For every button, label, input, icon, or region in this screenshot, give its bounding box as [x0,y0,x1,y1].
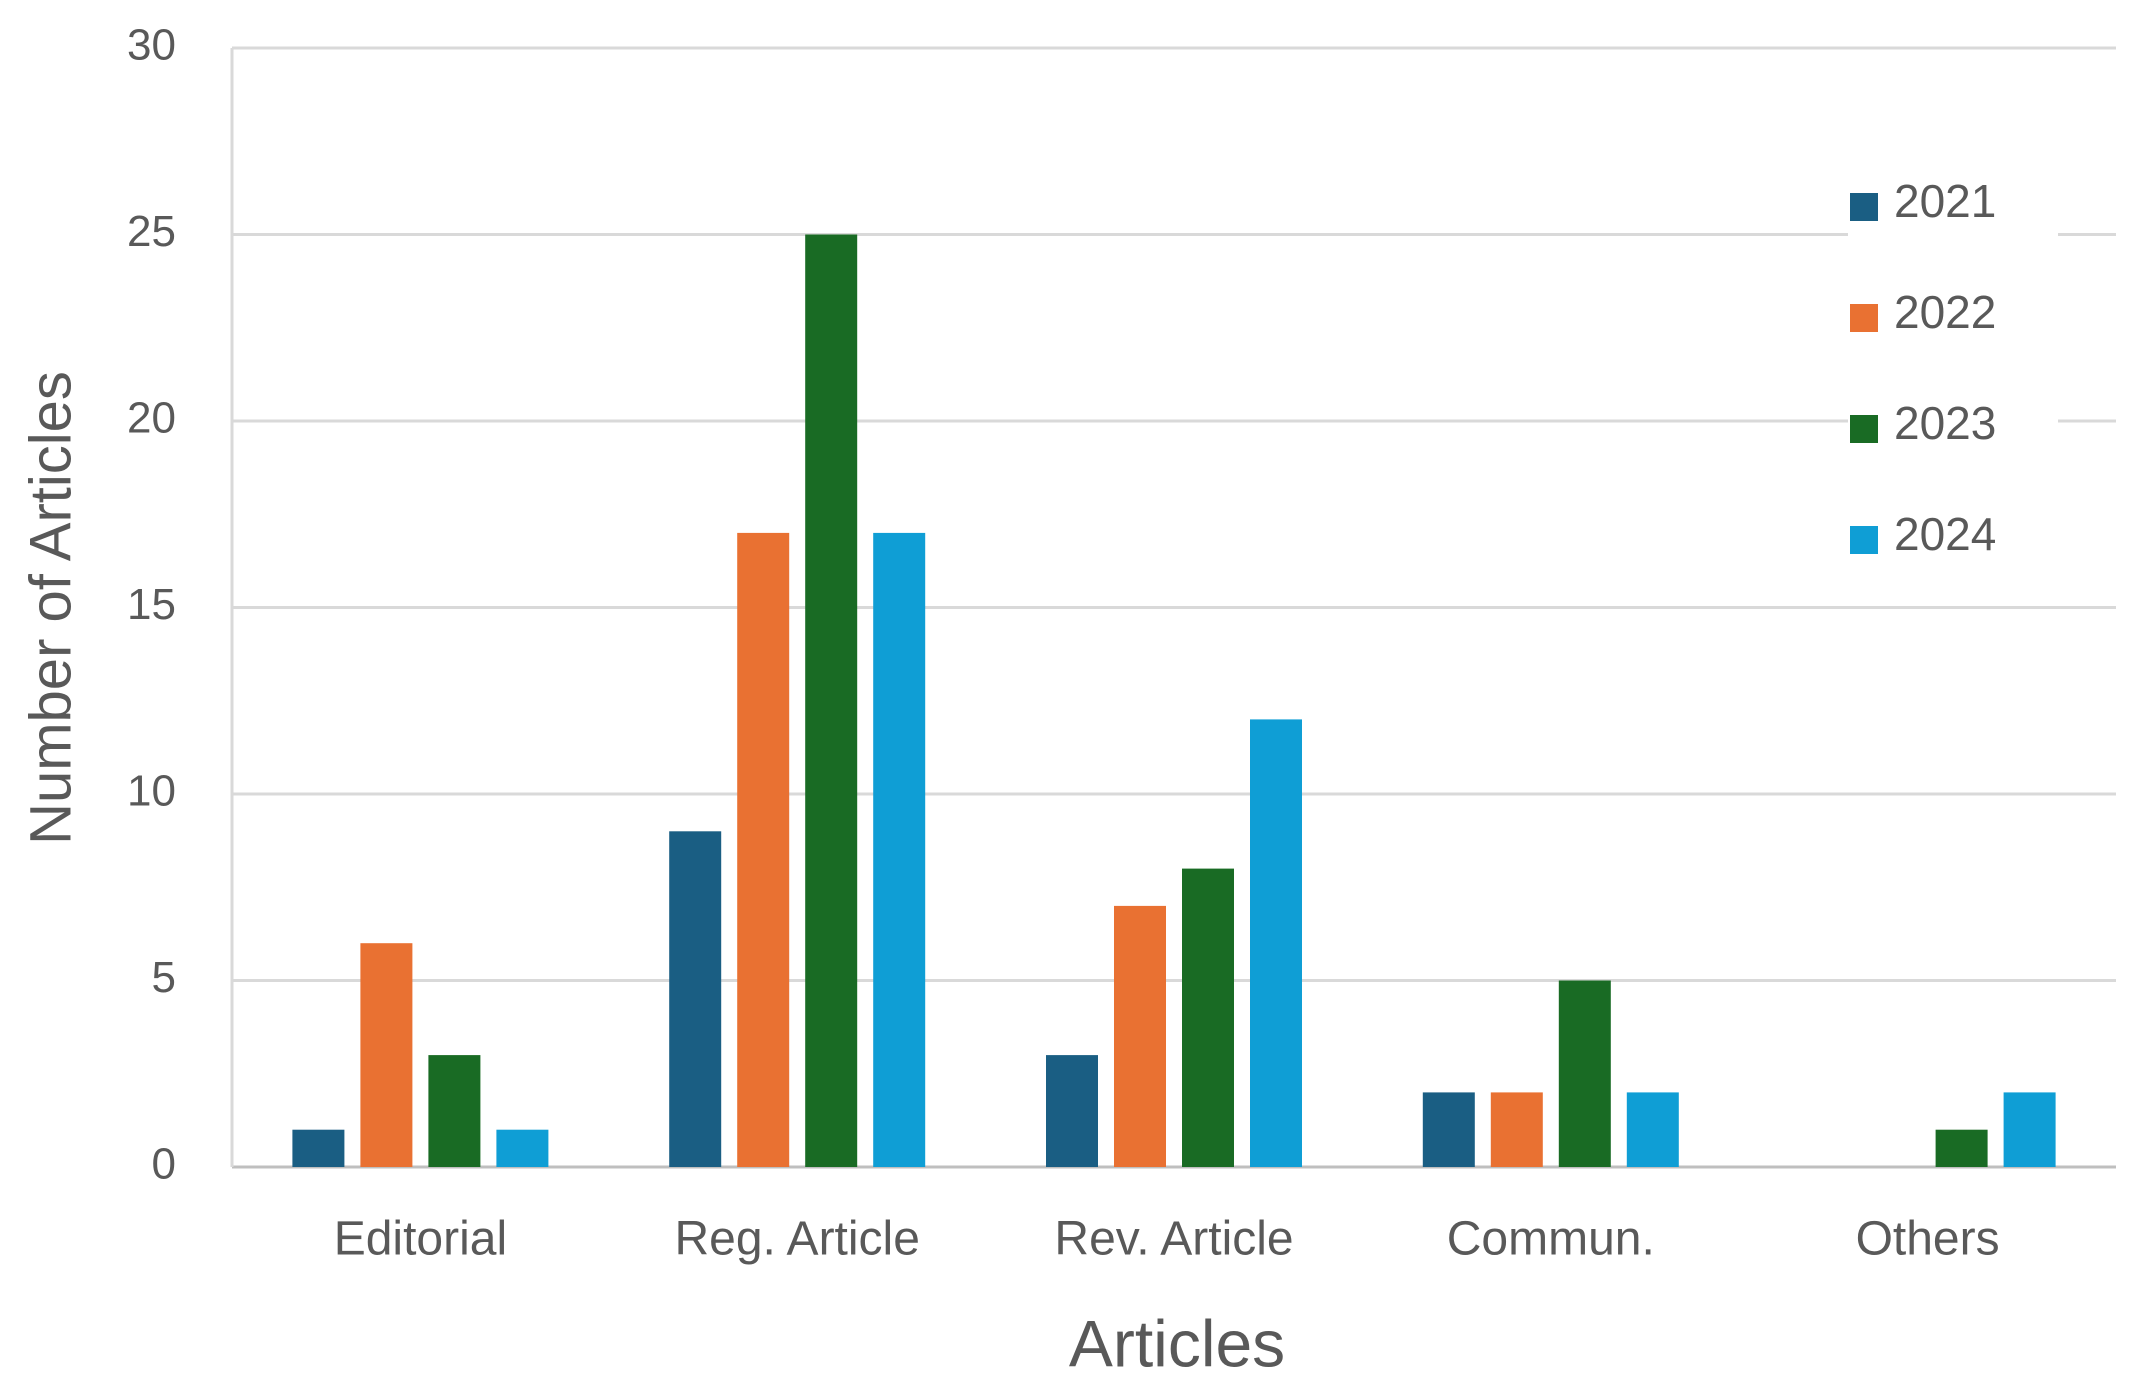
bar [669,831,722,1167]
bar [2003,1092,2056,1167]
y-tick-label: 30 [127,21,176,70]
y-tick-label: 10 [127,767,176,816]
y-tick-label: 0 [152,1140,176,1189]
bar [737,532,790,1167]
legend-swatch [1850,304,1878,332]
bar [1626,1092,1679,1167]
x-tick-label: Others [1856,1213,2000,1266]
bar [873,532,926,1167]
legend-label: 2023 [1894,397,1996,449]
y-axis-title: Number of Articles [18,371,83,845]
x-axis-title: Articles [1069,1306,1285,1380]
legend-swatch [1850,415,1878,443]
y-tick-label: 20 [127,394,176,443]
bar [1046,1055,1098,1167]
bar [496,1129,549,1167]
legend-background [1848,155,2058,588]
bar [292,1129,345,1167]
bar [1182,868,1234,1167]
y-tick-label: 5 [152,953,176,1002]
legend-swatch [1850,193,1878,221]
bar [1558,980,1611,1167]
legend-label: 2022 [1894,286,1996,338]
bar [1422,1092,1475,1167]
bar [360,943,413,1167]
legend-label: 2024 [1894,508,1996,560]
x-tick-label: Commun. [1447,1213,1655,1266]
legend-label: 2021 [1894,175,1996,227]
bar [1935,1129,1988,1167]
bar [428,1055,481,1167]
y-tick-label: 25 [127,207,176,256]
bar [1114,905,1166,1167]
x-tick-label: Editorial [334,1213,507,1266]
bar [1490,1092,1543,1167]
bar [1250,719,1302,1167]
bar [805,234,858,1167]
x-tick-label: Rev. Article [1054,1213,1293,1266]
x-tick-label: Reg. Article [674,1213,919,1266]
legend-swatch [1850,526,1878,554]
y-tick-label: 15 [127,580,176,629]
